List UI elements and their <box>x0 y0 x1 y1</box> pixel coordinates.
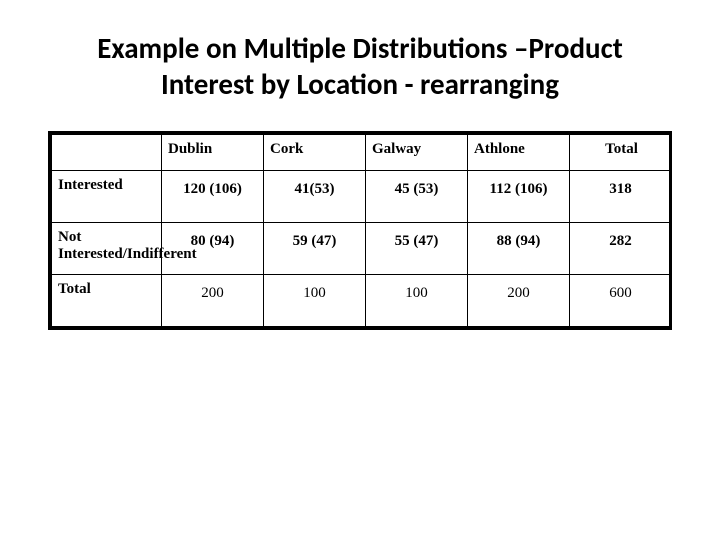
row-label: Not Interested/Indifferent <box>52 222 162 274</box>
table-row: Not Interested/Indifferent 80 (94) 59 (4… <box>52 222 672 274</box>
cell: 318 <box>570 170 672 222</box>
header-cell-total: Total <box>570 134 672 170</box>
header-cell-athlone: Athlone <box>468 134 570 170</box>
cell: 41(53) <box>264 170 366 222</box>
data-table: Dublin Cork Galway Athlone Total Interes… <box>51 134 672 327</box>
header-cell-galway: Galway <box>366 134 468 170</box>
cell: 55 (47) <box>366 222 468 274</box>
slide-title: Example on Multiple Distributions –Produ… <box>48 30 672 103</box>
cell: 600 <box>570 274 672 326</box>
header-cell-blank <box>52 134 162 170</box>
header-cell-cork: Cork <box>264 134 366 170</box>
slide: Example on Multiple Distributions –Produ… <box>0 0 720 540</box>
row-label: Interested <box>52 170 162 222</box>
cell: 120 (106) <box>162 170 264 222</box>
cell: 59 (47) <box>264 222 366 274</box>
table-header-row: Dublin Cork Galway Athlone Total <box>52 134 672 170</box>
cell: 88 (94) <box>468 222 570 274</box>
cell: 112 (106) <box>468 170 570 222</box>
data-table-wrapper: Dublin Cork Galway Athlone Total Interes… <box>48 131 672 330</box>
row-label: Total <box>52 274 162 326</box>
cell: 200 <box>162 274 264 326</box>
header-cell-dublin: Dublin <box>162 134 264 170</box>
table-row: Interested 120 (106) 41(53) 45 (53) 112 … <box>52 170 672 222</box>
cell: 200 <box>468 274 570 326</box>
table-row: Total 200 100 100 200 600 <box>52 274 672 326</box>
cell: 100 <box>366 274 468 326</box>
cell: 45 (53) <box>366 170 468 222</box>
cell: 100 <box>264 274 366 326</box>
cell: 282 <box>570 222 672 274</box>
